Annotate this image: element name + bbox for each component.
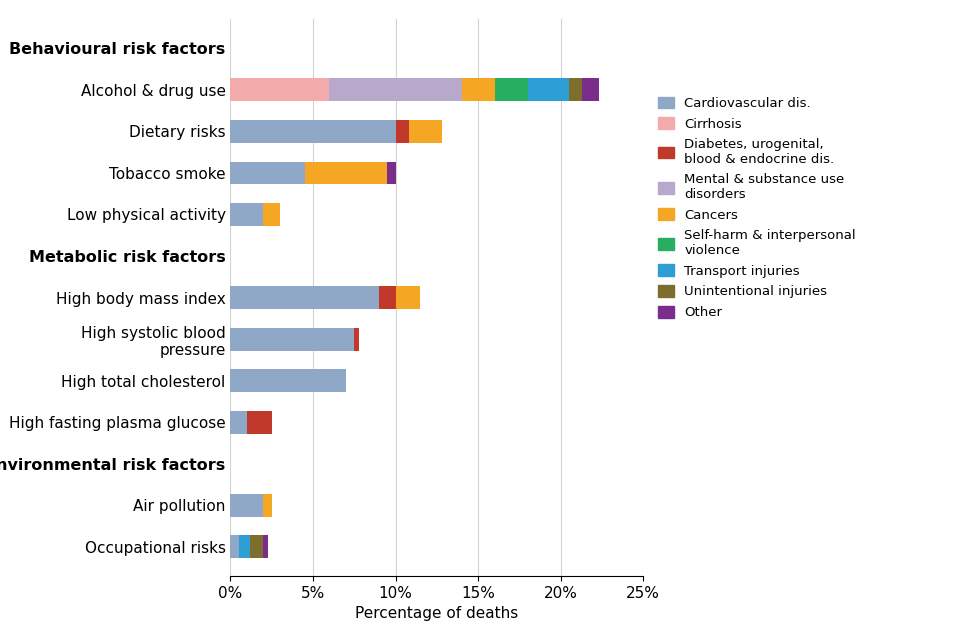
Bar: [569, 79, 582, 101]
X-axis label: Percentage of deaths: Percentage of deaths: [355, 606, 518, 621]
Bar: [409, 120, 442, 143]
Bar: [582, 79, 599, 101]
Bar: [396, 286, 420, 309]
Bar: [230, 369, 346, 392]
Bar: [251, 536, 263, 558]
Bar: [230, 203, 263, 226]
Bar: [354, 328, 359, 351]
Bar: [263, 494, 272, 516]
Bar: [462, 79, 494, 101]
Bar: [230, 536, 239, 558]
Bar: [528, 79, 569, 101]
Bar: [239, 536, 251, 558]
Bar: [329, 79, 462, 101]
Bar: [263, 203, 280, 226]
Bar: [230, 494, 263, 516]
Bar: [230, 120, 396, 143]
Bar: [247, 411, 272, 434]
Bar: [304, 161, 387, 184]
Bar: [263, 536, 269, 558]
Bar: [379, 286, 396, 309]
Bar: [494, 79, 528, 101]
Bar: [230, 286, 379, 309]
Bar: [230, 411, 247, 434]
Bar: [230, 161, 304, 184]
Bar: [396, 120, 409, 143]
Bar: [230, 328, 354, 351]
Bar: [387, 161, 396, 184]
Legend: Cardiovascular dis., Cirrhosis, Diabetes, urogenital,
blood & endocrine dis., Me: Cardiovascular dis., Cirrhosis, Diabetes…: [654, 93, 860, 323]
Bar: [230, 79, 329, 101]
